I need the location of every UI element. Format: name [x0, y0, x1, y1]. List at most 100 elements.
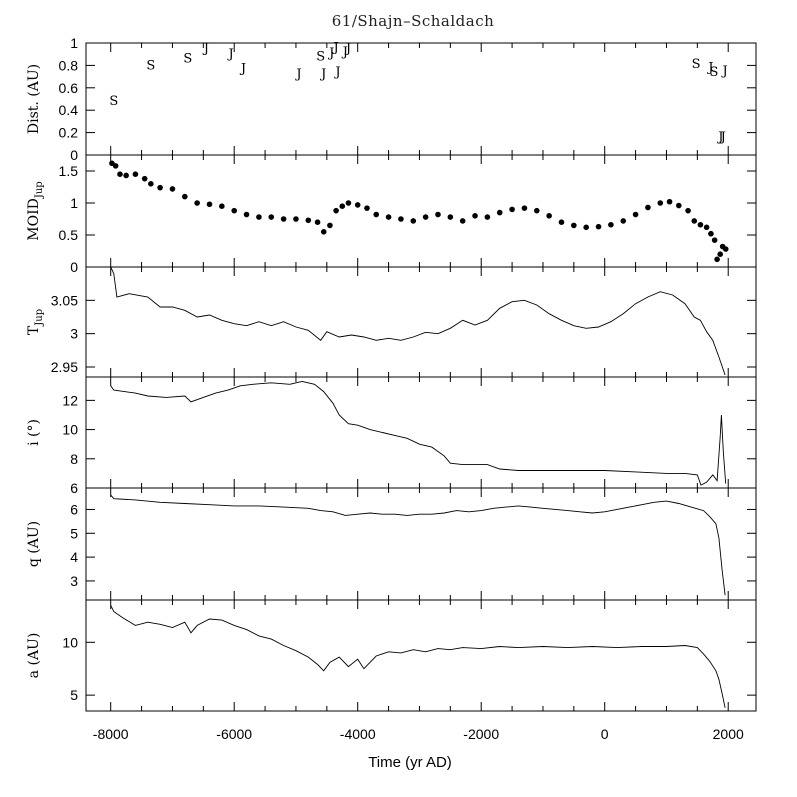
y-axis-label-subscript: Jup [34, 309, 45, 327]
series-line-tjup [110, 266, 726, 376]
y-tick-label: 1 [70, 195, 78, 211]
y-tick-label: 3 [70, 573, 78, 589]
y-tick-label: 0 [70, 147, 78, 163]
y-tick-label: 6 [70, 480, 78, 496]
encounter-marker-J: J [719, 130, 726, 145]
data-point [496, 209, 503, 216]
panel-frame [85, 599, 757, 712]
data-point [219, 203, 225, 209]
series-line-q [110, 494, 726, 596]
data-point [657, 200, 664, 206]
data-point [182, 193, 188, 200]
encounter-marker-S: S [710, 65, 719, 80]
x-axis: -8000 -6000 -4000 -2000 0 2000 [93, 726, 744, 742]
data-point [206, 201, 213, 208]
x-tick-label: 2000 [713, 726, 744, 742]
encounter-marker-J: J [344, 41, 351, 56]
data-point [339, 203, 346, 209]
y-tick-label: 2.95 [51, 359, 78, 375]
data-point [714, 256, 720, 263]
y-tick-label: 0.6 [59, 80, 79, 96]
y-tick-label: 0.4 [59, 102, 79, 118]
data-point [373, 211, 380, 218]
panel-moid: 0 0.5 1 1.5 MOIDJup [26, 154, 757, 275]
encounter-marker-J: J [716, 130, 723, 145]
panel-incl: 6 8 10 12 i (°) [26, 376, 757, 496]
data-point [354, 202, 361, 208]
data-point [558, 219, 565, 225]
data-point [345, 200, 352, 206]
data-point [194, 200, 200, 206]
data-point [112, 163, 119, 169]
data-point [123, 172, 129, 179]
data-point [459, 218, 466, 224]
data-point [435, 211, 441, 218]
data-point [243, 211, 250, 218]
panel-frame [85, 487, 757, 601]
encounter-marker-S: S [109, 94, 118, 109]
encounter-marker-J: J [227, 47, 234, 62]
encounter-marker-J: J [333, 65, 340, 80]
data-point [620, 218, 627, 224]
encounter-marker-J: J [341, 45, 348, 60]
y-tick-label: 10 [62, 422, 78, 438]
data-point [256, 214, 262, 220]
encounter-marker-J: J [202, 41, 209, 56]
data-point [583, 224, 589, 231]
encounter-marker-S: S [692, 57, 701, 72]
data-point [410, 218, 417, 224]
data-point [717, 251, 723, 257]
encounter-marker-J: J [319, 67, 326, 82]
data-point [533, 207, 540, 214]
data-point [305, 217, 312, 224]
data-point [132, 171, 139, 177]
y-tick-label: 12 [62, 392, 78, 408]
encounter-marker-S: S [183, 52, 192, 67]
data-point [697, 221, 704, 228]
encounter-marker-J: J [331, 40, 338, 55]
data-point [509, 206, 515, 213]
encounter-marker-S: S [146, 58, 155, 73]
y-axis-label: q (AU) [26, 521, 42, 567]
series-line-incl [110, 380, 727, 486]
data-point [141, 175, 148, 182]
data-point [666, 198, 673, 205]
data-point [632, 211, 639, 218]
y-axis-label: Dist. (AU) [26, 64, 42, 134]
panel-frame [85, 266, 757, 378]
data-point [711, 237, 718, 243]
y-tick-label: 10 [62, 634, 78, 650]
encounter-marker-S: S [316, 49, 325, 64]
data-point [691, 218, 698, 224]
y-tick-label: 5 [70, 525, 78, 541]
y-tick-label: 8 [70, 451, 78, 467]
data-point [364, 205, 370, 211]
y-axis-label: i (°) [26, 419, 42, 446]
panel-tjup: 2.95 3 3.05 TJup [26, 266, 757, 378]
x-axis-label: Time (yr AD) [368, 754, 452, 771]
panel-a: 5 10 a (AU) [26, 599, 757, 712]
x-tick-label: -2000 [463, 726, 499, 742]
panel-frame [85, 376, 757, 489]
data-point [280, 216, 287, 222]
panel-q: 3 4 5 6 q (AU) [26, 487, 757, 601]
y-tick-label: 0 [70, 259, 78, 275]
y-axis-label: TJup [26, 309, 45, 335]
y-tick-label: 0.2 [59, 125, 79, 141]
panel-frame [85, 154, 757, 268]
y-tick-label: 4 [70, 549, 78, 565]
chart-title: 61/Shajn–Schaldach [332, 12, 495, 30]
encounter-marker-J: J [239, 62, 246, 77]
y-axis-label-main: MOID [26, 198, 42, 241]
y-axis-label-subscript: Jup [34, 181, 45, 199]
data-point [231, 207, 238, 214]
data-point [676, 202, 682, 209]
data-point [571, 222, 577, 229]
y-axis-label-main: T [26, 325, 42, 335]
encounter-marker-J: J [706, 61, 713, 76]
data-point [722, 246, 729, 252]
series-line-a [110, 605, 726, 708]
data-point [157, 184, 163, 191]
